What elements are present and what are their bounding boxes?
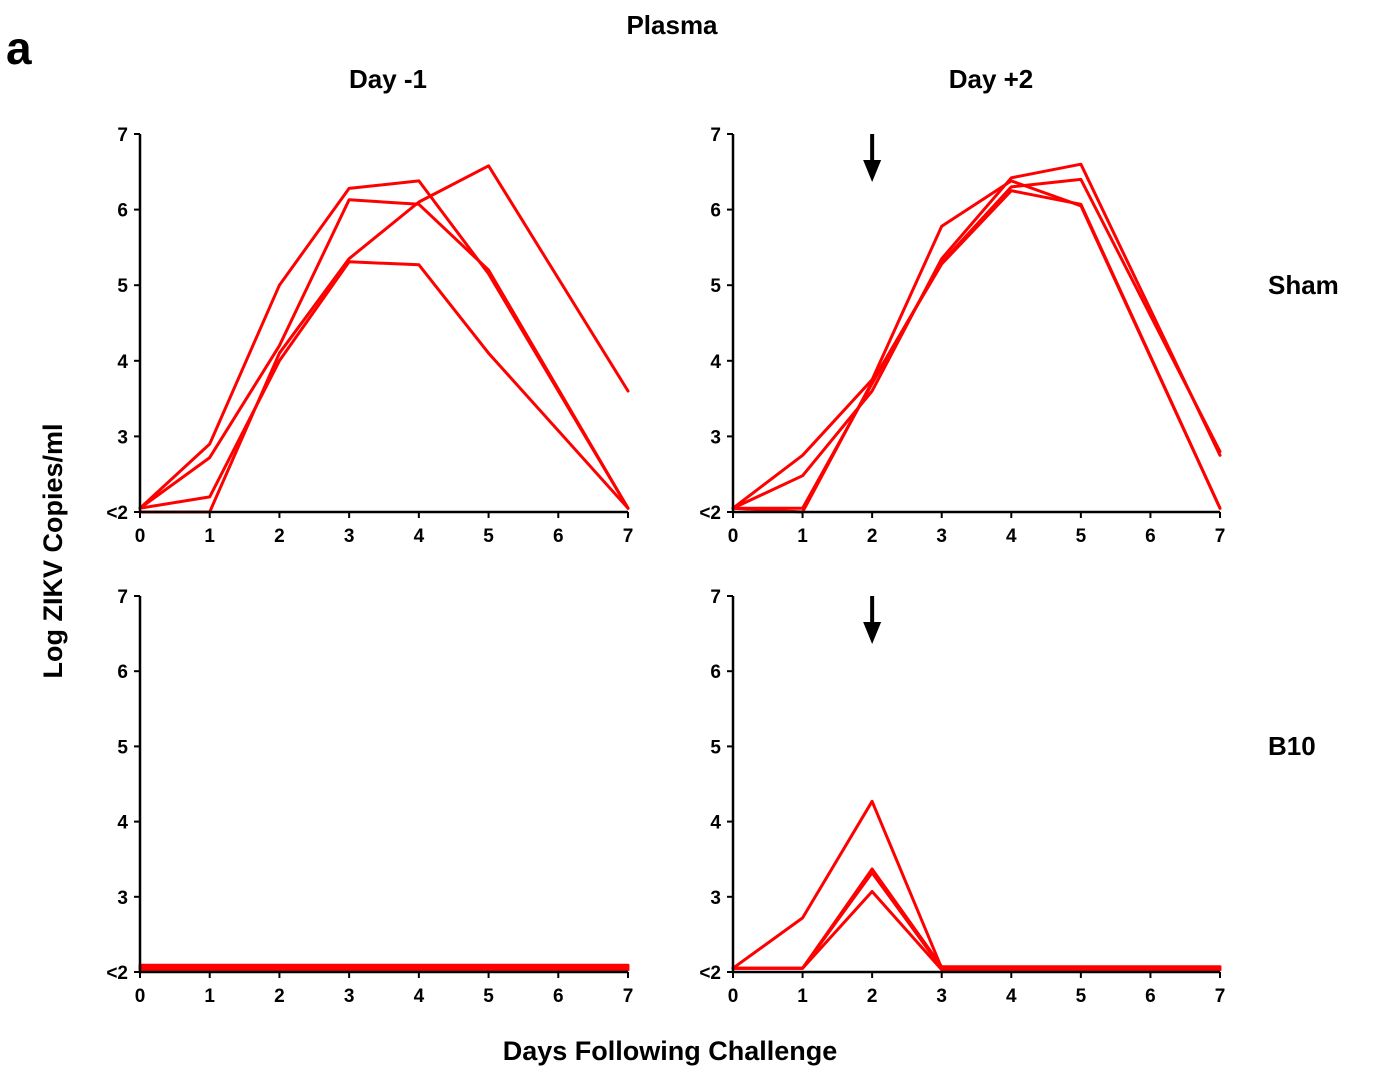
- chart-panel-0: <2 3 4 5 6 7 0 1 2 3 4 5 6 7: [106, 125, 633, 547]
- y-tick-label-3-3: 5: [710, 737, 721, 758]
- series-line-0-1: [138, 198, 630, 510]
- y-tick-label-3-1: 3: [710, 888, 721, 909]
- chart-panel-3: <2 3 4 5 6 7 0 1 2 3 4 5 6 7: [699, 587, 1225, 1007]
- y-axis-label: Log ZIKV Copies/ml: [38, 423, 68, 678]
- y-tick-label-3-4: 6: [710, 662, 721, 683]
- y-tick-label-1-3: 5: [710, 276, 721, 297]
- x-tick-label-2-5: 5: [483, 986, 494, 1007]
- figure-title: Plasma: [626, 10, 718, 40]
- column-title-right: Day +2: [949, 64, 1034, 94]
- x-tick-label-3-0: 0: [728, 986, 739, 1007]
- series-line-1-3: [731, 189, 1222, 514]
- y-tick-label-2-0: <2: [106, 963, 128, 984]
- x-tick-label-1-3: 3: [936, 526, 947, 547]
- x-tick-label-2-7: 7: [623, 986, 634, 1007]
- x-tick-label-1-7: 7: [1215, 526, 1226, 547]
- row-label-top: Sham: [1268, 270, 1339, 300]
- x-tick-label-1-5: 5: [1076, 526, 1087, 547]
- y-tick-label-1-5: 7: [710, 125, 721, 146]
- y-tick-label-0-3: 5: [117, 276, 128, 297]
- x-tick-label-0-7: 7: [623, 526, 634, 547]
- x-tick-label-2-3: 3: [344, 986, 355, 1007]
- x-axis-label: Days Following Challenge: [503, 1036, 838, 1066]
- x-tick-label-1-6: 6: [1145, 526, 1156, 547]
- x-tick-label-3-7: 7: [1215, 986, 1226, 1007]
- x-tick-label-1-0: 0: [728, 526, 739, 547]
- panel-letter: a: [6, 22, 32, 74]
- x-tick-label-3-4: 4: [1006, 986, 1017, 1007]
- series-line-3-0: [731, 799, 1222, 970]
- x-tick-label-1-2: 2: [867, 526, 878, 547]
- series-line-0-0: [138, 179, 630, 510]
- y-tick-label-2-3: 5: [117, 737, 128, 758]
- y-tick-label-0-5: 7: [117, 125, 128, 146]
- x-tick-label-0-6: 6: [553, 526, 564, 547]
- y-tick-label-3-5: 7: [710, 587, 721, 608]
- y-tick-label-2-1: 3: [117, 888, 128, 909]
- y-tick-label-2-2: 4: [117, 813, 128, 834]
- series-line-0-3: [138, 164, 630, 514]
- x-tick-label-0-4: 4: [414, 526, 425, 547]
- x-tick-label-2-2: 2: [274, 986, 285, 1007]
- y-tick-label-3-2: 4: [710, 813, 721, 834]
- series-line-0-2: [138, 260, 630, 510]
- x-tick-label-0-5: 5: [483, 526, 494, 547]
- y-tick-label-0-2: 4: [117, 352, 128, 373]
- y-tick-label-1-2: 4: [710, 352, 721, 373]
- y-tick-label-1-4: 6: [710, 201, 721, 222]
- x-tick-label-3-1: 1: [797, 986, 808, 1007]
- y-tick-label-2-5: 7: [117, 587, 128, 608]
- series-line-3-1: [731, 867, 1222, 970]
- x-tick-label-2-0: 0: [135, 986, 146, 1007]
- column-title-left: Day -1: [349, 64, 427, 94]
- series-line-1-0: [731, 179, 1222, 510]
- x-tick-label-3-6: 6: [1145, 986, 1156, 1007]
- y-tick-label-3-0: <2: [699, 963, 721, 984]
- y-tick-label-1-1: 3: [710, 427, 721, 448]
- x-tick-label-3-2: 2: [867, 986, 878, 1007]
- series-line-3-2: [731, 871, 1222, 970]
- x-tick-label-0-1: 1: [204, 526, 215, 547]
- down-arrow-icon-3: [863, 622, 882, 644]
- y-tick-label-2-4: 6: [117, 662, 128, 683]
- x-tick-label-0-0: 0: [135, 526, 146, 547]
- x-tick-label-0-2: 2: [274, 526, 285, 547]
- x-tick-label-3-5: 5: [1076, 986, 1087, 1007]
- y-tick-label-0-0: <2: [106, 503, 128, 524]
- row-label-bottom: B10: [1268, 731, 1316, 761]
- y-tick-label-0-4: 6: [117, 201, 128, 222]
- chart-panel-1: <2 3 4 5 6 7 0 1 2 3 4 5 6 7: [699, 125, 1225, 547]
- x-tick-label-1-1: 1: [797, 526, 808, 547]
- x-tick-label-2-6: 6: [553, 986, 564, 1007]
- down-arrow-icon-1: [863, 160, 882, 182]
- x-tick-label-2-4: 4: [414, 986, 425, 1007]
- x-tick-label-0-3: 3: [344, 526, 355, 547]
- x-tick-label-2-1: 1: [204, 986, 215, 1007]
- series-line-1-1: [731, 162, 1222, 510]
- panels-group: <2 3 4 5 6 7 0 1 2 3 4 5 6 7 <2 3 4 5 6 7 0 1 2 3 4 5 6 7 <2 3 4 5 6 7 0 1 2…: [106, 125, 1225, 1007]
- x-tick-label-1-4: 4: [1006, 526, 1017, 547]
- x-tick-label-3-3: 3: [936, 986, 947, 1007]
- y-tick-label-1-0: <2: [699, 503, 721, 524]
- y-tick-label-0-1: 3: [117, 427, 128, 448]
- series-line-3-3: [731, 890, 1222, 972]
- chart-panel-2: <2 3 4 5 6 7 0 1 2 3 4 5 6 7: [106, 587, 633, 1007]
